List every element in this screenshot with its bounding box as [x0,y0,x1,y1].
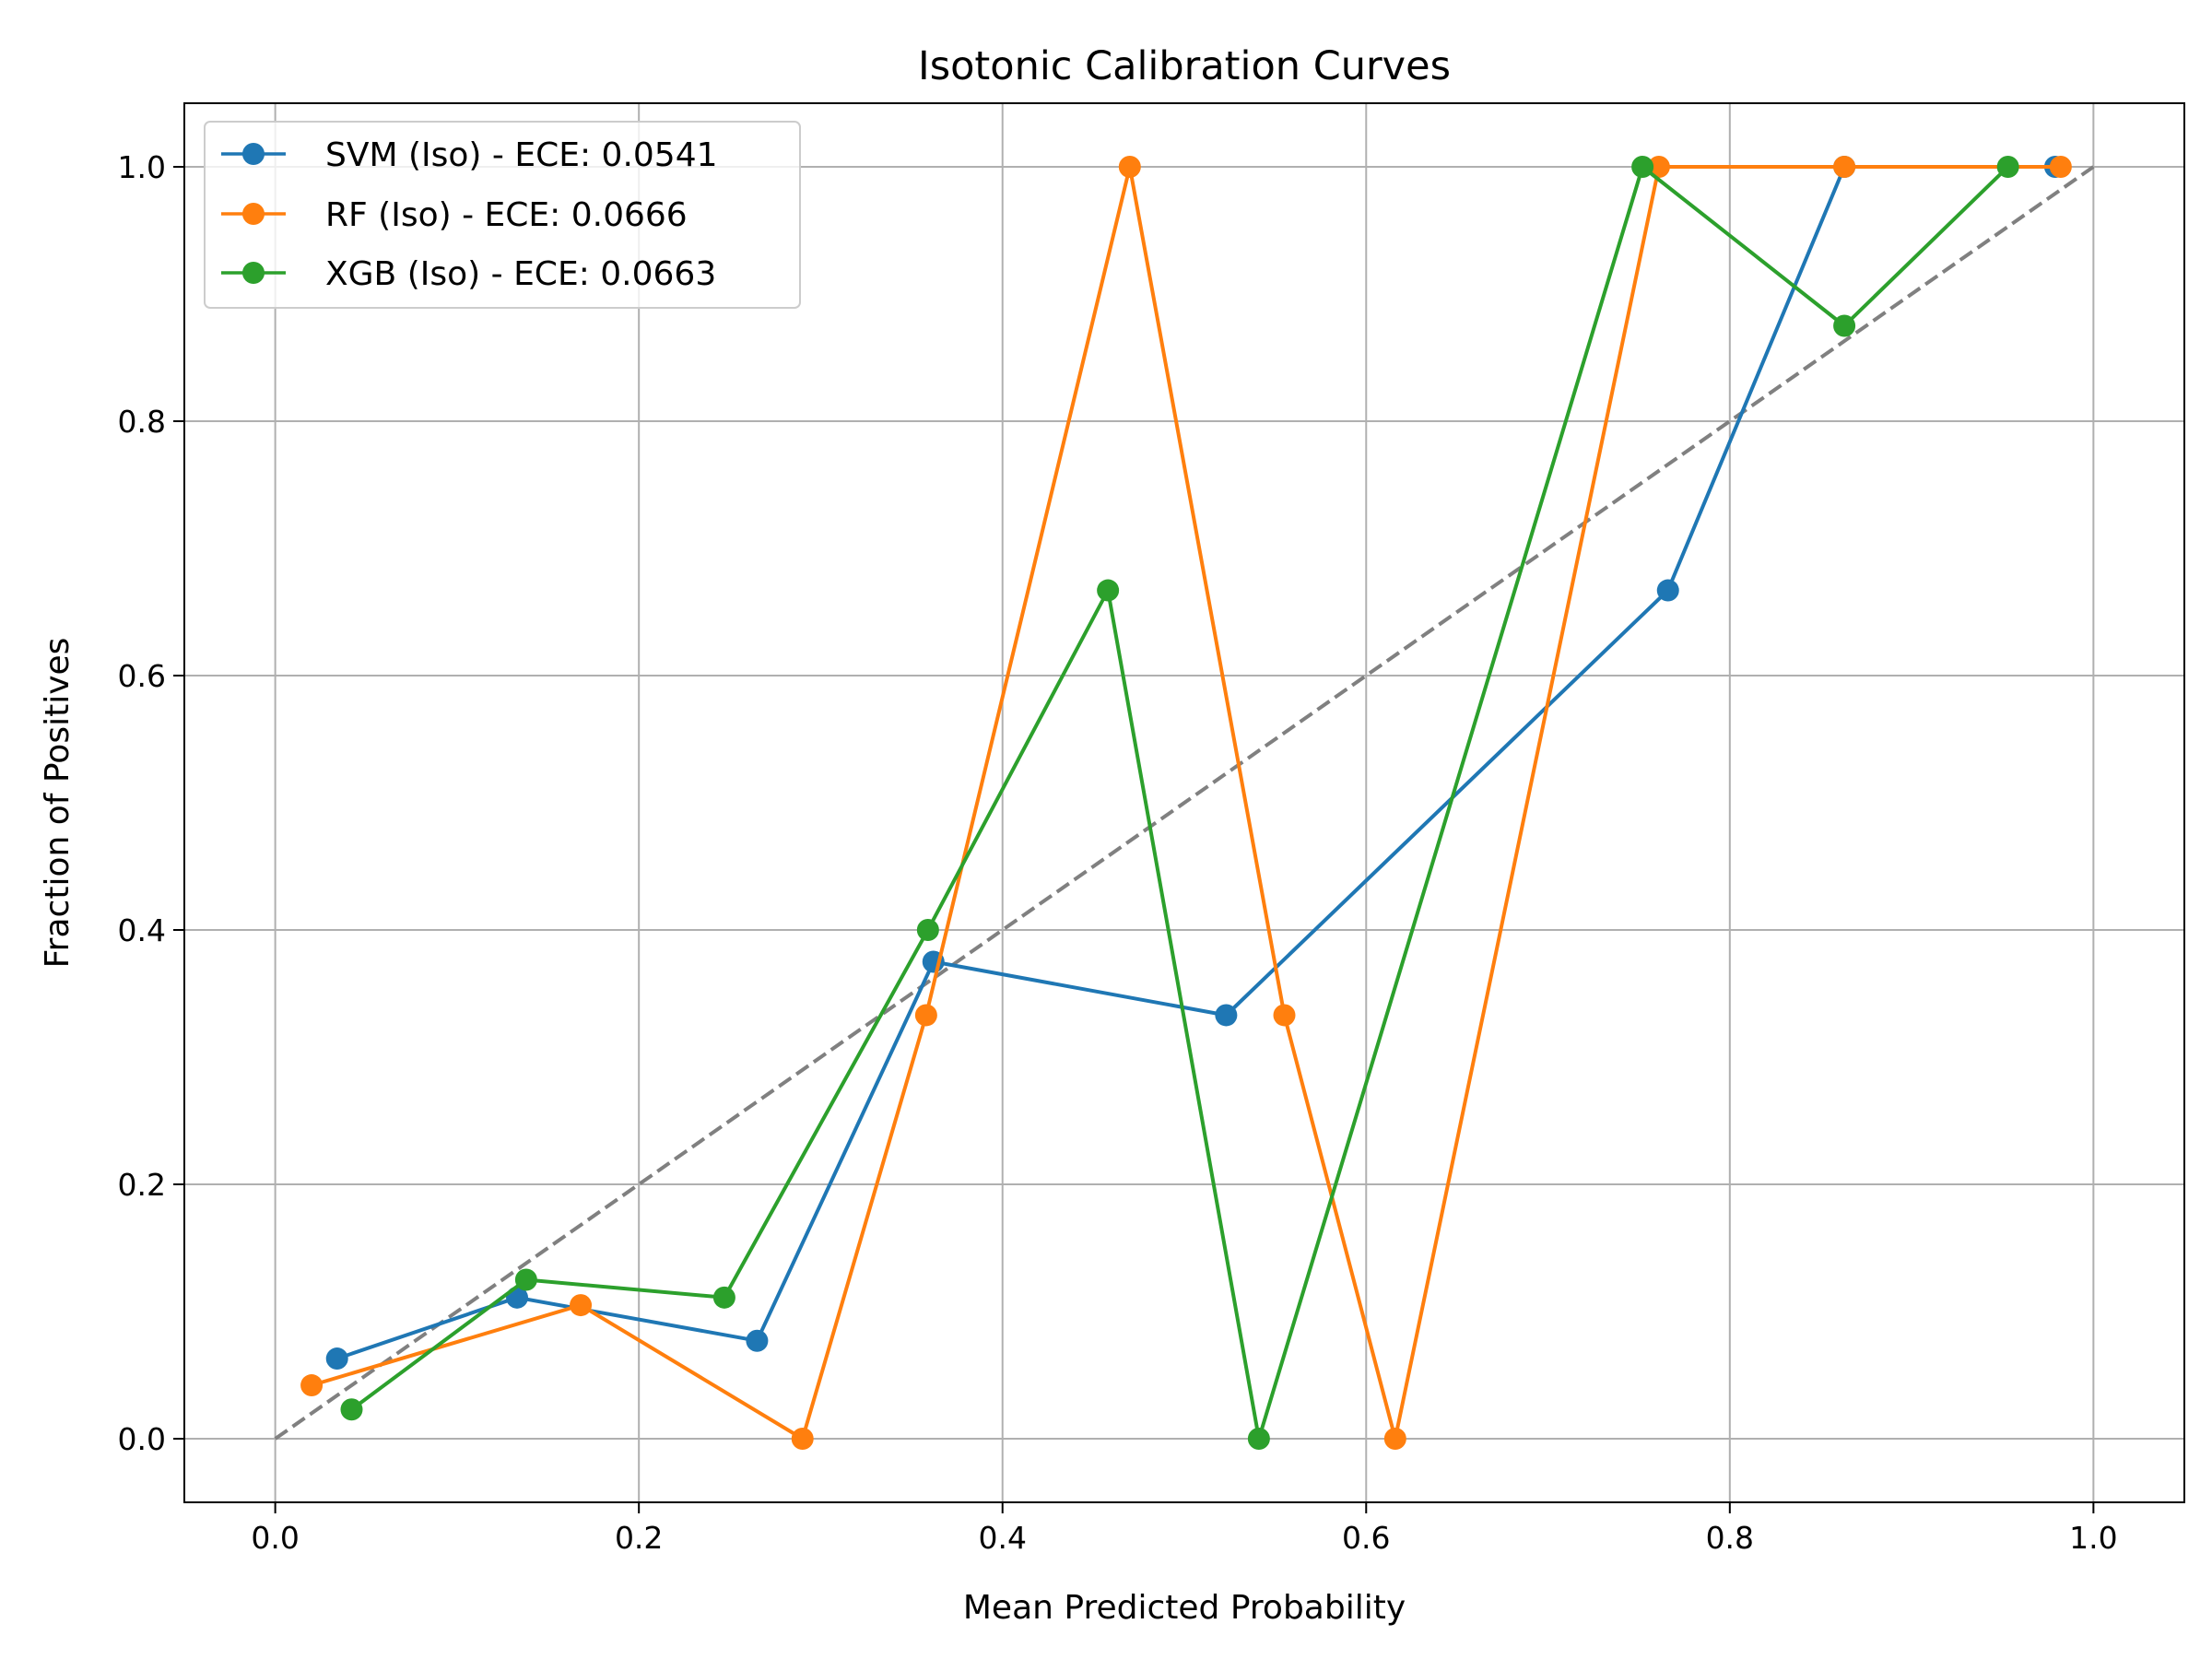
data-point-svm-5 [1656,579,1679,602]
plot-frame [183,102,2185,1503]
data-point-rf-3 [914,1004,937,1027]
grid-lines [184,103,2184,1502]
x-tick-label-5: 1.0 [2069,1520,2117,1556]
y-tick-label-5: 1.0 [118,149,166,185]
x-axis-label: Mean Predicted Probability [963,1589,1406,1627]
data-point-xgb-2 [712,1286,735,1309]
y-axis-label: Fraction of Positives [39,638,76,969]
y-tick-label-4: 0.8 [118,404,166,440]
data-point-rf-1 [570,1294,593,1317]
legend-label-svm: SVM (Iso) - ECE: 0.0541 [325,136,718,174]
data-point-svm-0 [325,1347,348,1371]
data-point-svm-2 [746,1329,769,1352]
legend-marker-rf [242,203,265,225]
x-tick-label-3: 0.6 [1342,1520,1390,1556]
data-point-rf-5 [1273,1004,1296,1027]
data-point-rf-8 [1833,156,1856,178]
series-layer [300,156,2072,1450]
data-point-xgb-5 [1247,1428,1270,1450]
data-point-rf-4 [1118,156,1141,178]
data-point-rf-6 [1383,1428,1406,1450]
series-line-svm [336,165,2055,1360]
x-tick-label-1: 0.2 [615,1520,663,1556]
y-tick-label-0: 0.0 [118,1421,166,1457]
data-point-xgb-6 [1631,156,1654,178]
x-tick-label-0: 0.0 [251,1520,299,1556]
legend-marker-xgb [242,262,265,284]
perfect-calibration-line [274,165,2095,1441]
legend-label-rf: RF (Iso) - ECE: 0.0666 [325,196,688,234]
legend: SVM (Iso) - ECE: 0.0541 RF (Iso) - ECE: … [204,121,801,309]
data-point-rf-9 [2049,156,2072,178]
y-tick-label-1: 0.2 [118,1167,166,1203]
legend-label-xgb: XGB (Iso) - ECE: 0.0663 [325,255,716,293]
data-point-rf-2 [791,1428,814,1450]
data-point-xgb-3 [916,919,939,941]
chart-title: Isotonic Calibration Curves [918,43,1451,89]
y-tick-label-2: 0.4 [118,912,166,948]
reference-line-layer [274,165,2095,1441]
y-tick-label-3: 0.6 [118,658,166,694]
series-rf [300,156,2072,1450]
data-point-rf-0 [300,1374,324,1397]
data-point-xgb-7 [1833,314,1856,337]
series-xgb [340,156,2019,1450]
axis-ticks: 0.0 0.2 0.4 0.6 0.8 1.0 0.0 0.2 0.4 0.6 0.8 1.0 [118,149,2118,1556]
series-line-rf [311,165,2061,1441]
data-point-rf-7 [1647,156,1670,178]
x-tick-label-4: 0.8 [1706,1520,1754,1556]
data-point-xgb-4 [1097,579,1120,602]
data-point-xgb-1 [514,1268,537,1291]
data-point-xgb-8 [1996,156,2019,178]
legend-frame [204,121,801,309]
x-tick-label-2: 0.4 [978,1520,1026,1556]
legend-marker-svm [242,143,265,165]
data-point-xgb-0 [340,1398,363,1421]
data-point-svm-4 [1215,1004,1238,1027]
